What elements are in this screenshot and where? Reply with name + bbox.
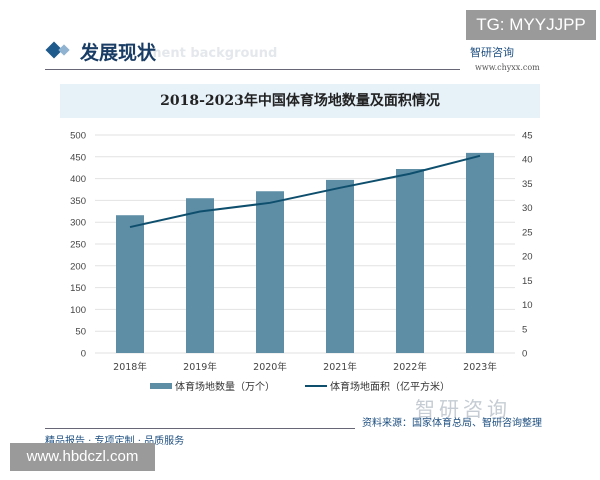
header-subtitle: ment background [148, 46, 278, 61]
divider [45, 428, 355, 429]
brand-watermark: 智研咨询 [415, 397, 511, 421]
bar [466, 152, 494, 353]
title-background [60, 84, 540, 118]
bar [326, 179, 354, 353]
y-tick-right: 45 [522, 131, 533, 142]
y-tick-left: 500 [70, 131, 86, 142]
bar [256, 191, 284, 353]
y-tick-left: 0 [81, 349, 86, 360]
y-tick-right: 10 [522, 300, 533, 311]
slogan: 精品报告 · 专项定制 · 品质服务 [45, 436, 185, 447]
y-tick-left: 300 [70, 218, 86, 229]
legend-item-count: 体育场地数量（万个） [150, 378, 275, 393]
source-note: 资料来源：国家体育总局、智研咨询整理 [362, 418, 542, 429]
x-tick-label: 2019年 [183, 361, 217, 373]
x-tick-label: 2020年 [253, 361, 287, 373]
y-tick-right: 25 [522, 227, 533, 238]
bar [396, 169, 424, 353]
x-tick-label: 2023年 [463, 361, 497, 373]
section-title: 发展现状 [80, 42, 157, 64]
legend-swatch-line [305, 384, 327, 387]
y-tick-right: 5 [522, 324, 527, 335]
y-tick-left: 400 [70, 174, 86, 185]
chart-title: 2018-2023年中国体育场地数量及面积情况 [160, 93, 440, 109]
y-tick-right: 35 [522, 179, 533, 190]
y-tick-right: 0 [522, 349, 527, 360]
y-tick-right: 20 [522, 252, 533, 263]
legend-label: 体育场地数量（万个） [175, 382, 275, 393]
y-tick-right: 15 [522, 276, 533, 287]
legend-swatch-bar [150, 382, 172, 389]
y-tick-left: 250 [70, 240, 86, 251]
y-tick-left: 100 [70, 305, 86, 316]
y-tick-left: 450 [70, 152, 86, 163]
bar [186, 198, 214, 353]
legend-label: 体育场地面积（亿平方米） [330, 382, 450, 393]
bar [116, 215, 144, 353]
y-tick-left: 350 [70, 196, 86, 207]
line-series [129, 154, 481, 229]
watermark-tag: TG: MYYJJPP [466, 10, 596, 40]
y-tick-left: 150 [70, 283, 86, 294]
legend-item-area: 体育场地面积（亿平方米） [305, 378, 450, 393]
legend: 体育场地数量（万个） 体育场地面积（亿平方米） [150, 378, 450, 393]
y-tick-right: 30 [522, 203, 533, 214]
y-tick-right: 40 [522, 155, 533, 166]
y-tick-left: 50 [75, 327, 86, 338]
site-watermark: www.hbdczl.com [10, 443, 155, 471]
x-tick-label: 2021年 [323, 361, 357, 373]
x-tick-label: 2018年 [113, 361, 147, 373]
y-tick-left: 200 [70, 261, 86, 272]
divider [45, 69, 460, 70]
logo-url: www.chyxx.com [475, 63, 540, 72]
logo: 智研咨询 [470, 46, 514, 59]
x-tick-label: 2022年 [393, 361, 427, 373]
